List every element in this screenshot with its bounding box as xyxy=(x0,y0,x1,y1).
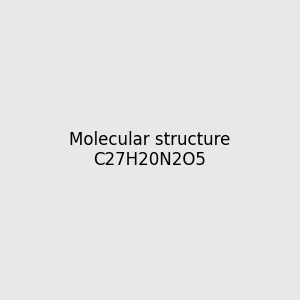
Text: Molecular structure
C27H20N2O5: Molecular structure C27H20N2O5 xyxy=(69,130,231,170)
